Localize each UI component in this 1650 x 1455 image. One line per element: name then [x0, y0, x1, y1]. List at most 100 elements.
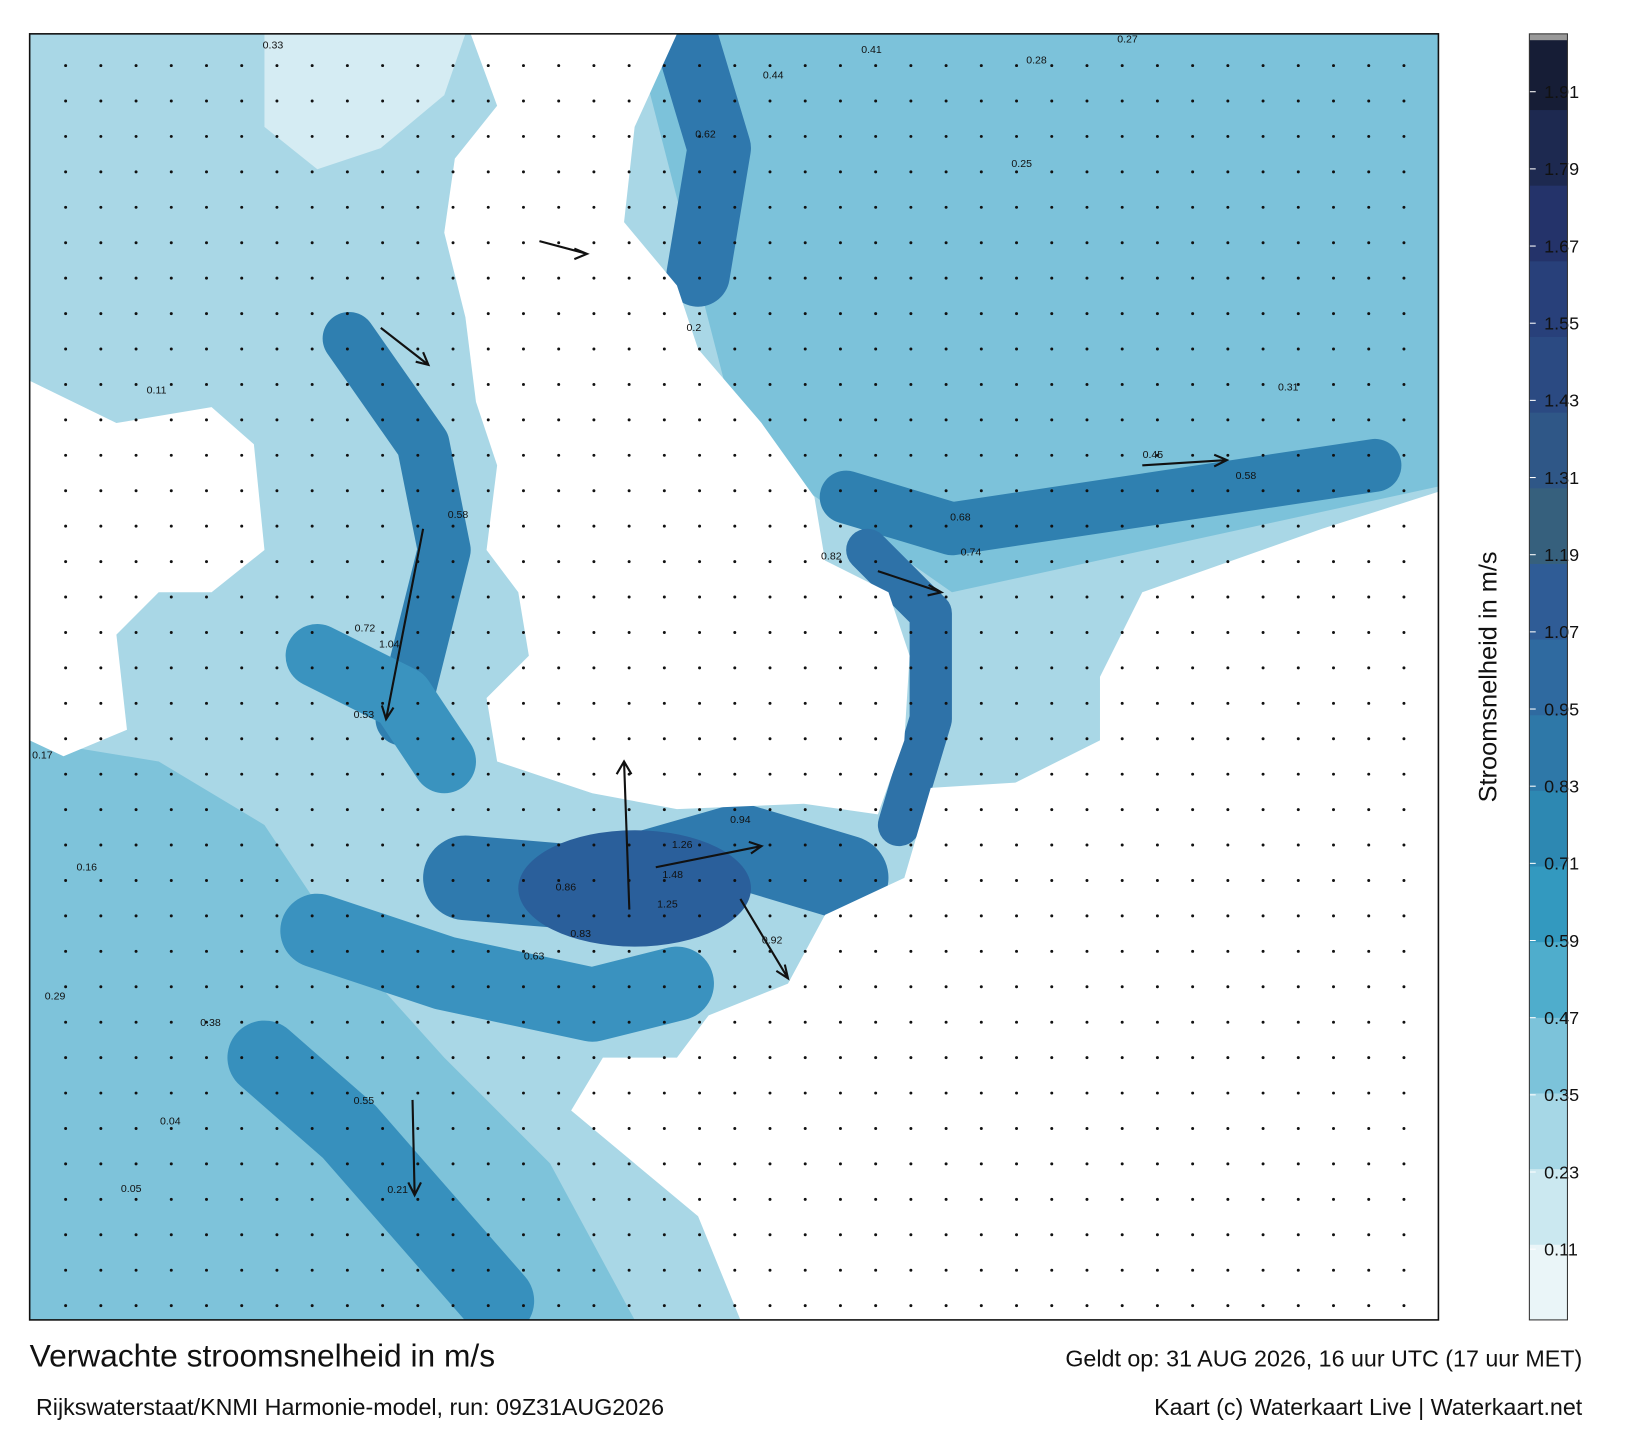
grid-dot: [416, 453, 420, 457]
grid-dot: [979, 772, 983, 776]
grid-dot: [592, 595, 596, 599]
grid-dot: [944, 99, 948, 103]
grid-dot: [275, 914, 279, 918]
grid-dot: [381, 1304, 385, 1308]
grid-dot: [1050, 701, 1054, 705]
grid-dot: [874, 312, 878, 316]
speed-label: 0.45: [1143, 449, 1164, 461]
grid-dot: [698, 1197, 702, 1201]
grid-dot: [486, 878, 490, 882]
grid-dot: [169, 1197, 173, 1201]
grid-dot: [416, 985, 420, 989]
grid-dot: [99, 382, 103, 386]
grid-dot: [1015, 949, 1019, 953]
grid-dot: [310, 1197, 314, 1201]
grid-dot: [1191, 99, 1195, 103]
grid-dot: [592, 241, 596, 245]
grid-dot: [803, 1091, 807, 1095]
grid-dot: [1367, 99, 1371, 103]
grid-dot: [662, 453, 666, 457]
grid-dot: [1226, 241, 1230, 245]
grid-dot: [1261, 347, 1265, 351]
grid-dot: [1261, 453, 1265, 457]
grid-dot: [1085, 99, 1089, 103]
grid-dot: [381, 701, 385, 705]
grid-dot: [1015, 347, 1019, 351]
grid-dot: [909, 666, 913, 670]
grid-dot: [909, 1056, 913, 1060]
grid-dot: [1261, 666, 1265, 670]
grid-dot: [1332, 1162, 1335, 1166]
grid-dot: [134, 1020, 138, 1024]
grid-dot: [1085, 241, 1089, 245]
grid-dot: [1120, 382, 1124, 386]
grid-dot: [1085, 453, 1089, 457]
grid-dot: [662, 595, 666, 599]
grid-dot: [627, 453, 631, 457]
grid-dot: [627, 205, 631, 209]
grid-dot: [627, 347, 631, 351]
grid-dot: [662, 1127, 666, 1130]
grid-dot: [451, 772, 455, 776]
grid-dot: [838, 630, 842, 634]
grid-dot: [838, 701, 842, 705]
grid-dot: [698, 666, 702, 670]
grid-dot: [99, 241, 103, 245]
grid-dot: [310, 453, 314, 457]
grid-dot: [979, 666, 983, 670]
grid-dot: [169, 312, 173, 316]
grid-dot: [1155, 843, 1159, 847]
grid-dot: [944, 914, 948, 918]
grid-dot: [803, 985, 807, 989]
grid-dot: [592, 170, 596, 174]
grid-dot: [381, 64, 385, 68]
grid-dot: [557, 772, 561, 776]
grid-dot: [1085, 1127, 1089, 1130]
grid-dot: [768, 666, 772, 670]
grid-dot: [451, 1091, 455, 1095]
grid-dot: [169, 1127, 173, 1130]
grid-dot: [416, 276, 420, 280]
grid-dot: [381, 418, 385, 422]
grid-dot: [64, 1091, 68, 1095]
grid-dot: [451, 1304, 455, 1308]
grid-dot: [803, 595, 807, 599]
grid-dot: [1155, 985, 1159, 989]
grid-dot: [521, 1020, 525, 1024]
grid-dot: [486, 64, 490, 68]
grid-dot: [838, 134, 842, 138]
grid-dot: [1332, 1127, 1335, 1130]
grid-dot: [521, 453, 525, 457]
grid-dot: [1332, 1197, 1335, 1201]
grid-dot: [1120, 985, 1124, 989]
grid-dot: [768, 418, 772, 422]
grid-dot: [662, 1056, 666, 1060]
grid-dot: [627, 382, 631, 386]
grid-dot: [1050, 1056, 1054, 1060]
grid-dot: [698, 205, 702, 209]
grid-dot: [909, 1127, 913, 1130]
grid-dot: [451, 64, 455, 68]
grid-dot: [909, 1197, 913, 1201]
speed-label: 0.05: [121, 1183, 142, 1195]
grid-dot: [275, 99, 279, 103]
grid-dot: [1191, 312, 1195, 316]
grid-dot: [1155, 276, 1159, 280]
grid-dot: [275, 560, 279, 564]
grid-dot: [733, 1056, 737, 1060]
grid-dot: [1191, 1304, 1195, 1308]
grid-dot: [1367, 843, 1371, 847]
grid-dot: [1085, 382, 1089, 386]
grid-dot: [1332, 64, 1335, 68]
grid-dot: [275, 524, 279, 528]
grid-dot: [1226, 382, 1230, 386]
grid-dot: [134, 524, 138, 528]
grid-dot: [1015, 170, 1019, 174]
grid-dot: [944, 1020, 948, 1024]
grid-dot: [1226, 666, 1230, 670]
grid-dot: [1367, 1056, 1371, 1060]
grid-dot: [1261, 1268, 1265, 1272]
speed-label: 0.29: [45, 990, 66, 1002]
grid-dot: [310, 276, 314, 280]
grid-dot: [99, 1127, 103, 1130]
